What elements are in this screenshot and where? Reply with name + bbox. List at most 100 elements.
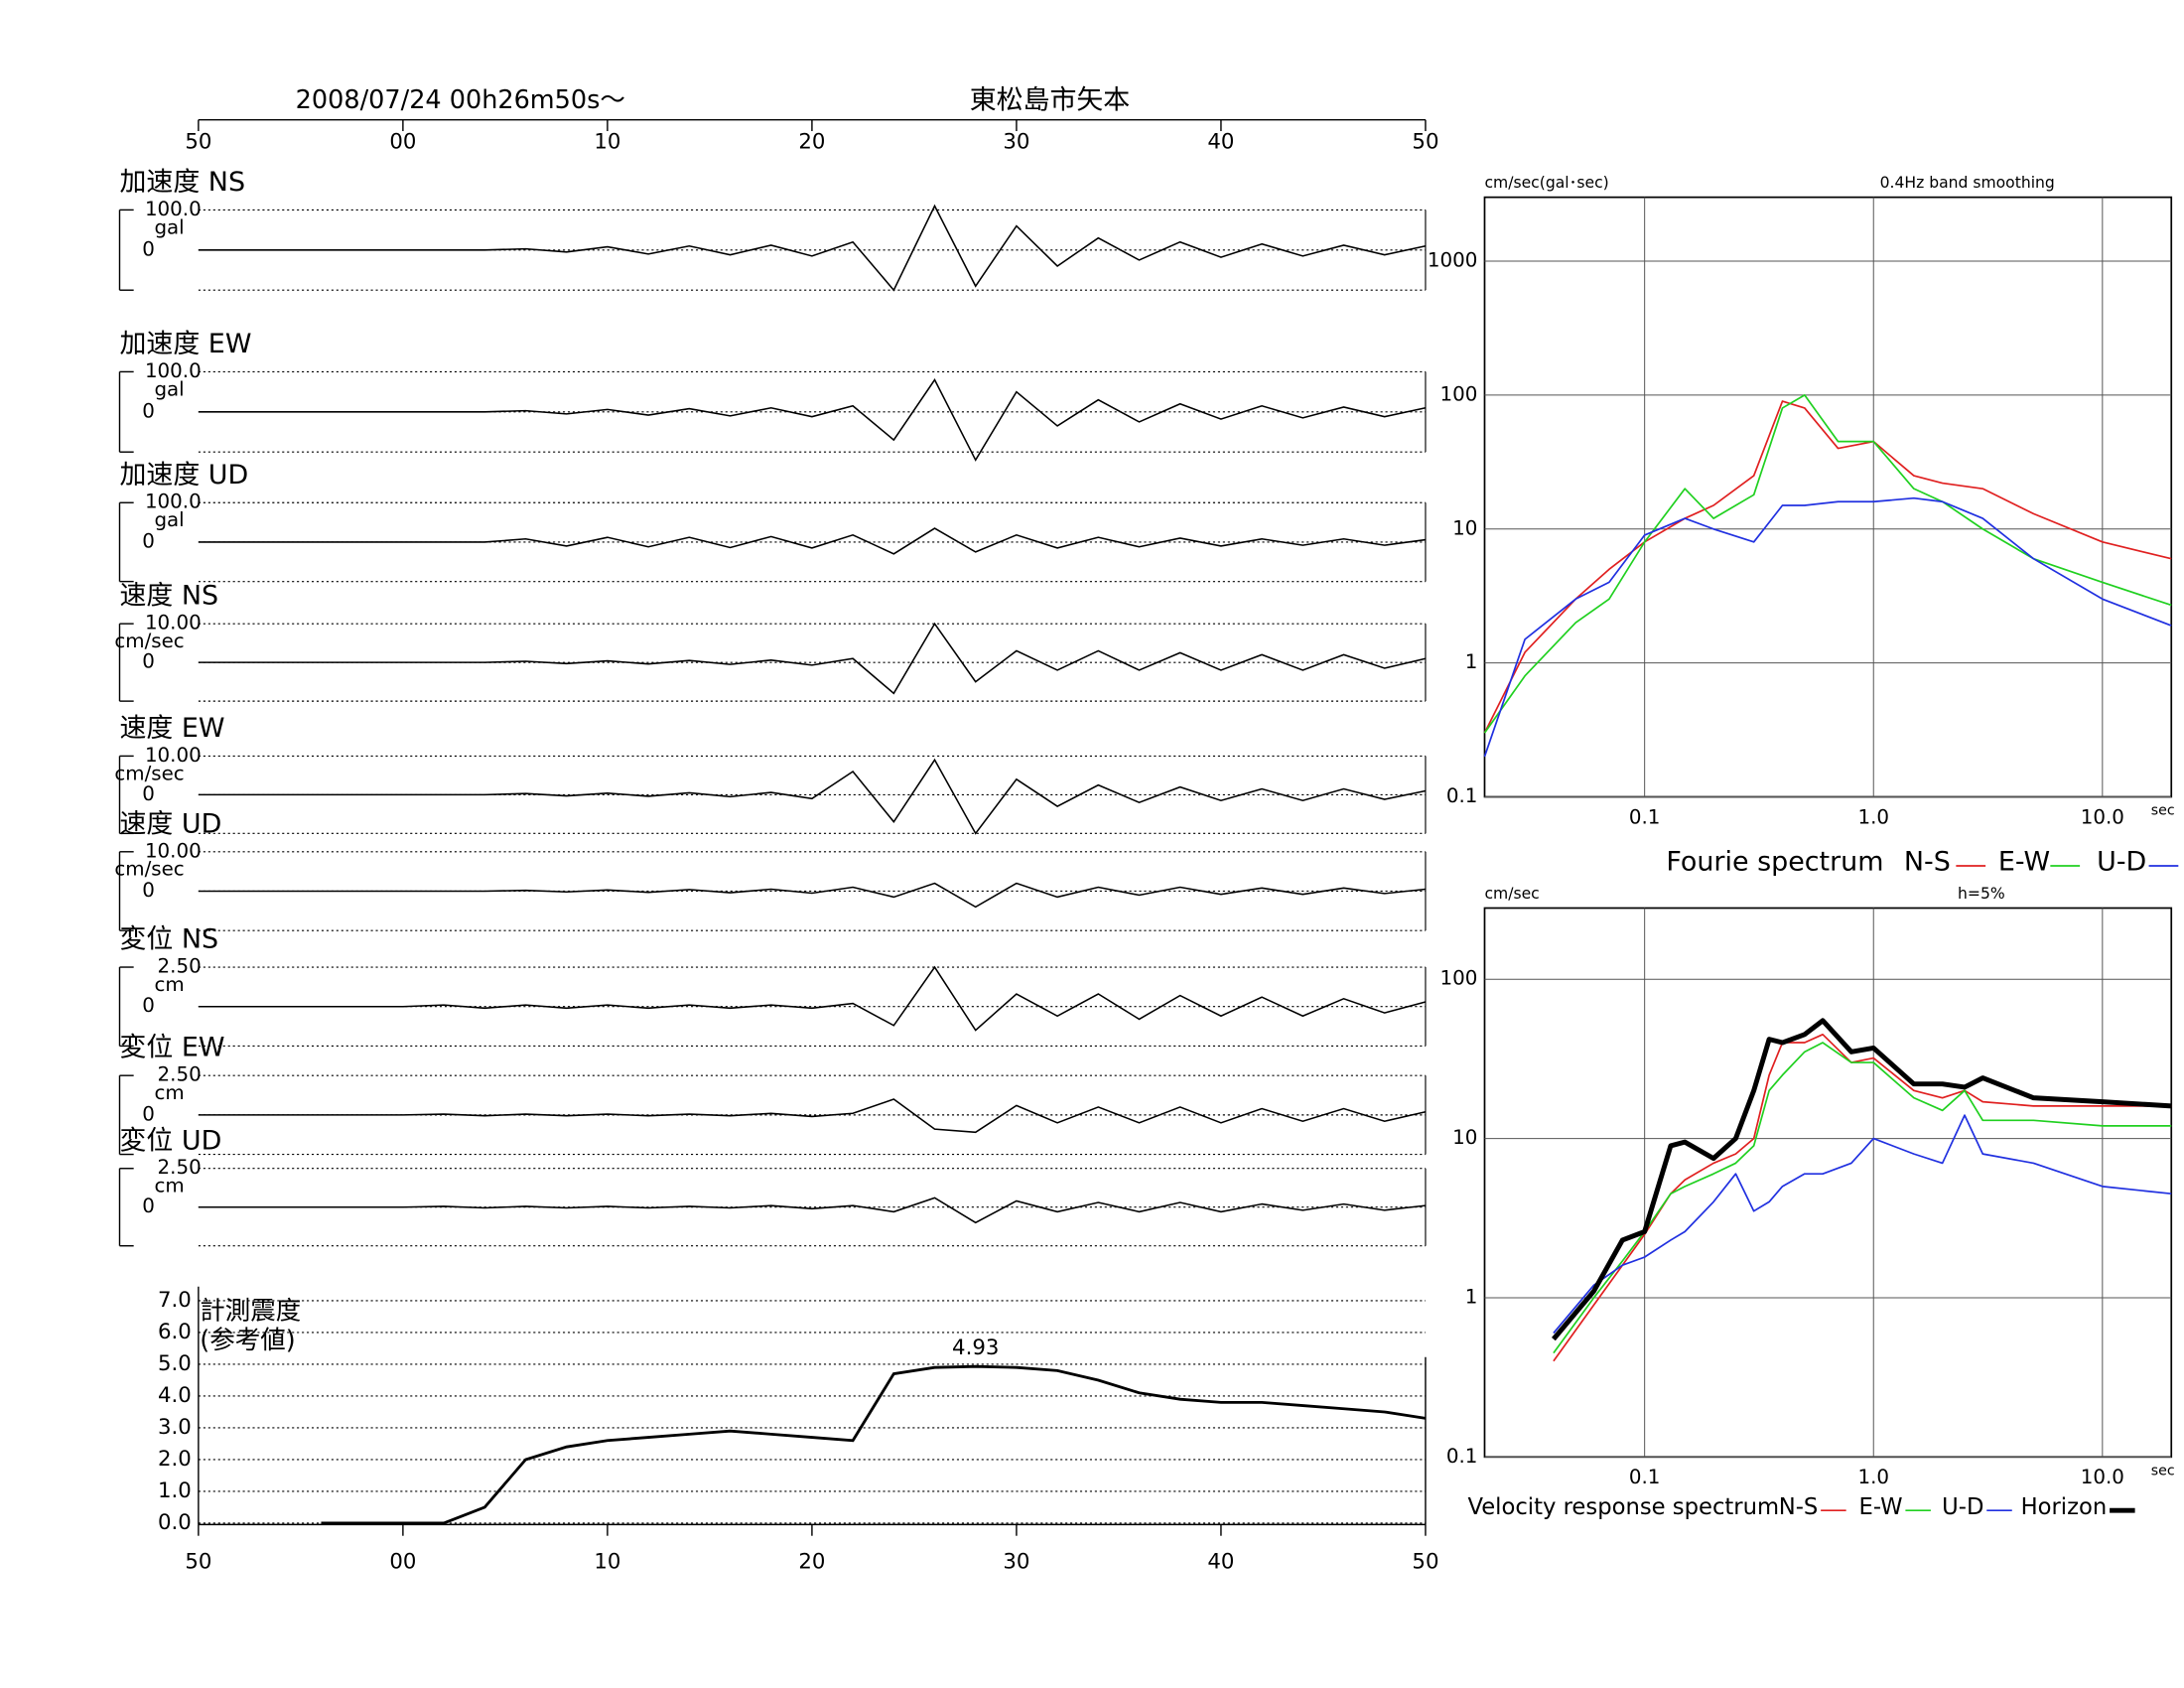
y-tick-label: 100 (1440, 382, 1478, 405)
x-tick-label: 50 (185, 1550, 211, 1575)
legend-title: Fourie spectrum (1666, 847, 1883, 878)
y-tick-label: 0 (142, 529, 155, 552)
y-tick-label: 5.0 (158, 1351, 192, 1376)
x-tick-label: 40 (1207, 1550, 1234, 1575)
y-tick-label: 10 (1452, 1126, 1477, 1149)
y-tick-label: 1 (1465, 1285, 1478, 1308)
legend-label: N-S (1904, 847, 1951, 878)
trace-title: 変位 EW (119, 1033, 224, 1063)
spectrum-line (1552, 1018, 2172, 1341)
y-unit: cm (154, 973, 184, 996)
x-tick-label: 0.1 (1629, 805, 1661, 828)
spectrum-line (1483, 496, 2172, 758)
plot-frame (1483, 907, 2173, 1459)
x-tick-label: 30 (1003, 129, 1029, 154)
plot-note: 0.4Hz band smoothing (1880, 174, 2055, 192)
spectrum-line (1483, 394, 2172, 734)
y-tick-label: 0 (142, 237, 155, 260)
record-datetime: 2008/07/24 00h26m50s〜 (296, 85, 625, 115)
legend-label: U-D (1942, 1494, 1983, 1520)
x-tick-label: 1.0 (1857, 1466, 1889, 1488)
x-tick-label: 00 (389, 129, 416, 154)
x-tick-label: 50 (1412, 129, 1438, 154)
x-tick-label: 10 (594, 1550, 620, 1575)
y-tick-label: 10.00 (145, 839, 202, 862)
trace-title: 変位 UD (119, 1125, 221, 1156)
x-tick-label: 20 (798, 1550, 825, 1575)
y-unit: cm/sec (114, 630, 184, 652)
intensity-subtitle: (参考値) (200, 1326, 295, 1355)
trace-title: 速度 NS (119, 581, 218, 612)
y-tick-label: 100 (1440, 967, 1478, 990)
waveform (198, 1196, 1427, 1224)
x-tick-label: 20 (798, 129, 825, 154)
trace-title: 加速度 NS (119, 167, 245, 198)
legend-label: E-W (1859, 1494, 1903, 1520)
y-tick-label: 6.0 (158, 1320, 192, 1344)
x-tick-label: 40 (1207, 129, 1234, 154)
trace-title: 加速度 EW (119, 329, 251, 359)
y-tick-label: 2.50 (158, 1063, 202, 1086)
y-unit: cm/sec (1484, 885, 1539, 903)
legend-label: N-S (1779, 1494, 1819, 1520)
y-tick-label: 0 (142, 782, 155, 805)
waveform (198, 622, 1427, 695)
waveform (198, 758, 1427, 835)
y-tick-label: 4.0 (158, 1383, 192, 1408)
y-unit: gal (154, 508, 184, 531)
y-tick-label: 3.0 (158, 1415, 192, 1440)
y-unit: cm (154, 1175, 184, 1197)
x-tick-label: 30 (1003, 1550, 1029, 1575)
legend-label: Horizon (2021, 1494, 2108, 1520)
x-tick-label: 10 (594, 129, 620, 154)
station-name: 東松島市矢本 (970, 85, 1131, 116)
y-tick-label: 0 (142, 879, 155, 902)
x-tick-label: 10.0 (2081, 1466, 2124, 1488)
y-unit: cm/sec (114, 858, 184, 881)
x-tick-label: 0.1 (1629, 1466, 1661, 1488)
y-tick-label: 100.0 (145, 198, 202, 220)
waveform (198, 965, 1427, 1032)
spectrum-line (1553, 1033, 2172, 1362)
y-tick-label: 1000 (1428, 249, 1477, 272)
y-unit: gal (154, 215, 184, 238)
y-unit: cm (154, 1081, 184, 1104)
y-tick-label: 100.0 (145, 491, 202, 513)
y-tick-label: 2.50 (158, 955, 202, 978)
y-tick-label: 10 (1452, 516, 1477, 539)
y-tick-label: 0 (142, 1195, 155, 1217)
y-tick-label: 10.00 (145, 744, 202, 767)
trace-title: 変位 NS (119, 924, 218, 955)
y-tick-label: 0.0 (158, 1510, 192, 1535)
waveform (198, 204, 1427, 292)
y-tick-label: 0 (142, 399, 155, 422)
plot-frame (1483, 196, 2173, 798)
legend-label: E-W (1998, 847, 2050, 878)
trace-title: 速度 EW (119, 713, 224, 744)
x-tick-label: 10.0 (2081, 805, 2124, 828)
waveform (198, 882, 1427, 909)
legend-title: Velocity response spectrum (1467, 1494, 1779, 1520)
legend-label: U-D (2097, 847, 2146, 878)
trace-title: 速度 UD (119, 808, 221, 839)
y-unit: cm/sec (114, 762, 184, 784)
y-tick-label: 1 (1465, 650, 1478, 673)
y-tick-label: 0 (142, 1102, 155, 1125)
y-unit: cm/sec(gal･sec) (1484, 174, 1608, 192)
waveform (198, 1098, 1427, 1134)
y-unit: gal (154, 377, 184, 400)
spectrum-line (1483, 400, 2172, 734)
y-tick-label: 0.1 (1446, 1445, 1478, 1468)
y-tick-label: 10.00 (145, 612, 202, 634)
x-tick-label: 00 (389, 1550, 416, 1575)
trace-title: 加速度 UD (119, 460, 248, 491)
spectrum-line (1553, 1042, 2172, 1354)
x-unit: sec (2151, 1464, 2175, 1479)
y-tick-label: 0 (142, 650, 155, 673)
x-tick-label: 50 (185, 129, 211, 154)
waveform (198, 377, 1427, 462)
plot-note: h=5% (1958, 885, 2005, 903)
y-tick-label: 0 (142, 994, 155, 1017)
waveform (198, 527, 1427, 555)
